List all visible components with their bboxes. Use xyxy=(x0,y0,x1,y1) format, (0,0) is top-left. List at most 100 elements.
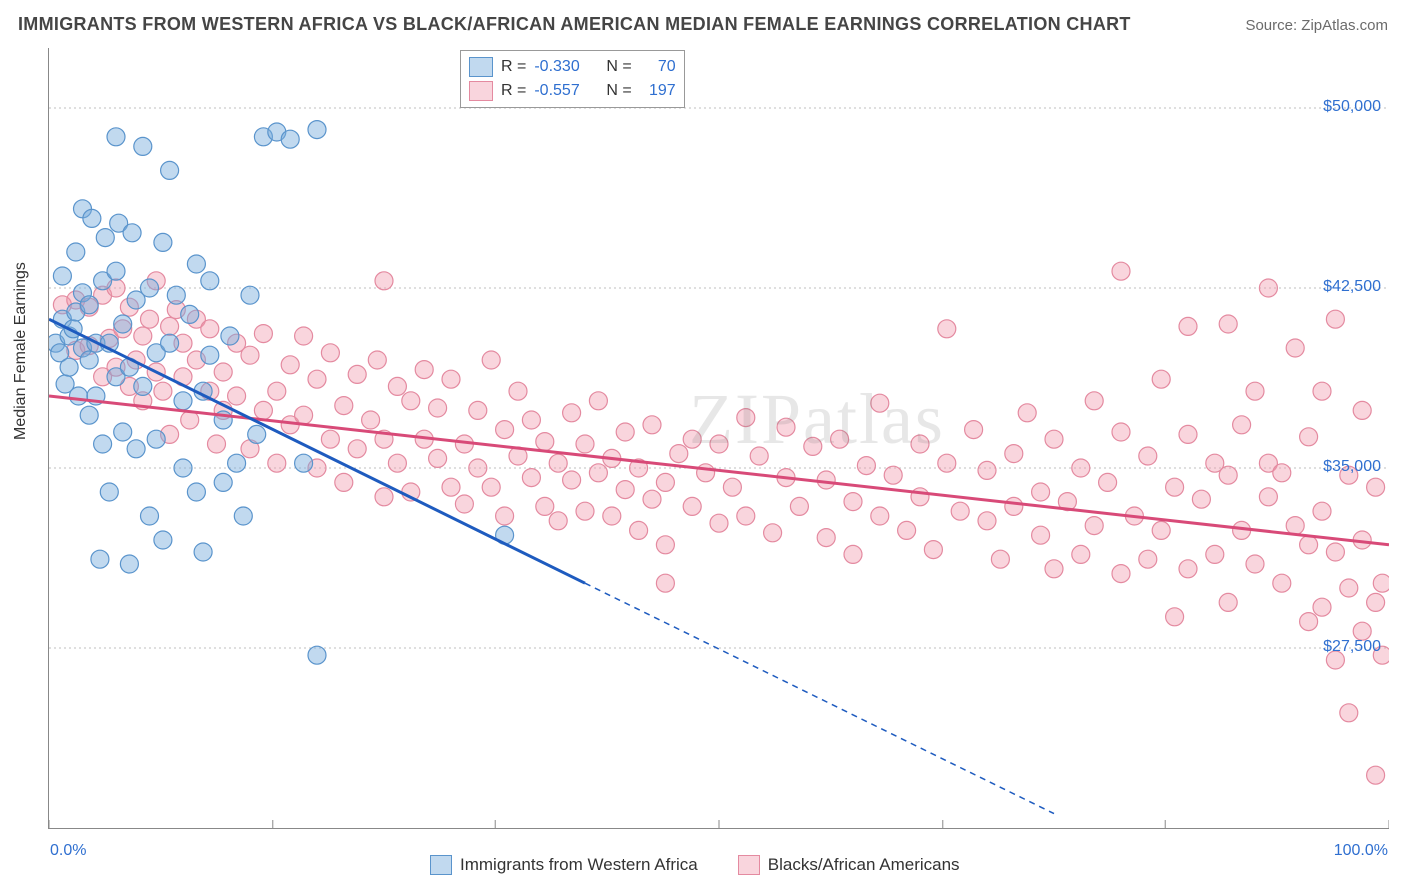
scatter-point-series-b xyxy=(1072,545,1090,563)
scatter-point-series-b xyxy=(321,430,339,448)
scatter-point-series-b xyxy=(764,524,782,542)
scatter-point-series-b xyxy=(214,363,232,381)
scatter-point-series-b xyxy=(1166,608,1184,626)
scatter-point-series-a xyxy=(127,440,145,458)
scatter-point-series-b xyxy=(1085,392,1103,410)
scatter-point-series-b xyxy=(1166,478,1184,496)
scatter-point-series-a xyxy=(221,327,239,345)
scatter-point-series-b xyxy=(898,521,916,539)
x-axis-max-label: 100.0% xyxy=(1334,842,1388,860)
scatter-point-series-b xyxy=(348,365,366,383)
scatter-point-series-b xyxy=(455,495,473,513)
scatter-point-series-b xyxy=(154,382,172,400)
scatter-point-series-b xyxy=(790,497,808,515)
scatter-point-series-b xyxy=(1300,536,1318,554)
scatter-point-series-b xyxy=(1246,555,1264,573)
scatter-point-series-b xyxy=(656,536,674,554)
scatter-point-series-b xyxy=(777,418,795,436)
legend-r-value: -0.330 xyxy=(534,58,598,76)
scatter-point-series-b xyxy=(1032,526,1050,544)
scatter-point-series-a xyxy=(114,423,132,441)
title-bar: IMMIGRANTS FROM WESTERN AFRICA VS BLACK/… xyxy=(18,14,1388,35)
scatter-point-series-b xyxy=(710,435,728,453)
scatter-point-series-b xyxy=(1367,593,1385,611)
scatter-point-series-b xyxy=(1326,543,1344,561)
scatter-point-series-b xyxy=(1313,382,1331,400)
scatter-point-series-a xyxy=(161,161,179,179)
scatter-point-series-b xyxy=(482,478,500,496)
scatter-point-series-b xyxy=(723,478,741,496)
scatter-point-series-b xyxy=(348,440,366,458)
scatter-point-series-a xyxy=(69,387,87,405)
scatter-point-series-b xyxy=(1373,574,1389,592)
scatter-point-series-b xyxy=(201,320,219,338)
scatter-point-series-a xyxy=(228,454,246,472)
scatter-point-series-a xyxy=(60,358,78,376)
scatter-point-series-a xyxy=(123,224,141,242)
scatter-point-series-b xyxy=(429,399,447,417)
scatter-point-series-b xyxy=(1286,517,1304,535)
scatter-point-series-b xyxy=(871,507,889,525)
scatter-point-series-b xyxy=(1259,279,1277,297)
scatter-point-series-a xyxy=(161,334,179,352)
scatter-point-series-b xyxy=(1099,473,1117,491)
legend-r-value: -0.557 xyxy=(534,82,598,100)
scatter-point-series-b xyxy=(321,344,339,362)
scatter-point-series-b xyxy=(978,461,996,479)
legend-swatch xyxy=(469,57,493,77)
scatter-point-series-a xyxy=(194,543,212,561)
scatter-point-series-a xyxy=(91,550,109,568)
scatter-point-series-a xyxy=(201,346,219,364)
legend-n-label: N = xyxy=(606,82,631,100)
legend-series-item: Immigrants from Western Africa xyxy=(430,855,698,875)
legend-r-label: R = xyxy=(501,82,526,100)
scatter-point-series-b xyxy=(402,392,420,410)
scatter-point-series-a xyxy=(134,377,152,395)
legend-correlation-row: R =-0.330N =70 xyxy=(469,55,676,79)
scatter-point-series-b xyxy=(522,469,540,487)
scatter-point-series-b xyxy=(1179,425,1197,443)
scatter-point-series-b xyxy=(857,457,875,475)
scatter-point-series-b xyxy=(1367,478,1385,496)
legend-series-label: Blacks/African Americans xyxy=(768,855,960,875)
y-tick-label: $35,000 xyxy=(1323,458,1381,476)
scatter-point-series-b xyxy=(1005,445,1023,463)
scatter-point-series-b xyxy=(938,454,956,472)
scatter-point-series-b xyxy=(683,430,701,448)
scatter-point-series-b xyxy=(496,421,514,439)
scatter-point-series-b xyxy=(442,478,460,496)
legend-n-value: 197 xyxy=(640,82,676,100)
scatter-point-series-b xyxy=(1273,574,1291,592)
scatter-point-series-a xyxy=(248,425,266,443)
scatter-point-series-b xyxy=(1179,560,1197,578)
scatter-point-series-b xyxy=(1139,550,1157,568)
scatter-point-series-b xyxy=(911,488,929,506)
scatter-point-series-b xyxy=(616,423,634,441)
scatter-point-series-b xyxy=(161,317,179,335)
trendline-series-a-dashed xyxy=(585,583,1054,813)
scatter-point-series-b xyxy=(141,310,159,328)
scatter-point-series-b xyxy=(871,394,889,412)
scatter-point-series-a xyxy=(147,430,165,448)
y-tick-label: $27,500 xyxy=(1323,638,1381,656)
scatter-point-series-b xyxy=(1286,339,1304,357)
scatter-point-series-a xyxy=(281,130,299,148)
scatter-point-series-a xyxy=(141,279,159,297)
scatter-point-series-b xyxy=(817,529,835,547)
scatter-point-series-b xyxy=(750,447,768,465)
scatter-point-series-b xyxy=(710,514,728,532)
legend-n-label: N = xyxy=(606,58,631,76)
scatter-point-series-b xyxy=(496,507,514,525)
scatter-point-series-b xyxy=(576,502,594,520)
legend-series-item: Blacks/African Americans xyxy=(738,855,960,875)
scatter-point-series-b xyxy=(388,454,406,472)
scatter-point-series-b xyxy=(1206,545,1224,563)
scatter-point-series-a xyxy=(187,483,205,501)
scatter-point-series-a xyxy=(154,531,172,549)
scatter-point-series-b xyxy=(362,411,380,429)
scatter-point-series-b xyxy=(1353,401,1371,419)
scatter-point-series-b xyxy=(429,449,447,467)
scatter-point-series-b xyxy=(563,471,581,489)
scatter-point-series-b xyxy=(656,574,674,592)
scatter-point-series-b xyxy=(1112,423,1130,441)
